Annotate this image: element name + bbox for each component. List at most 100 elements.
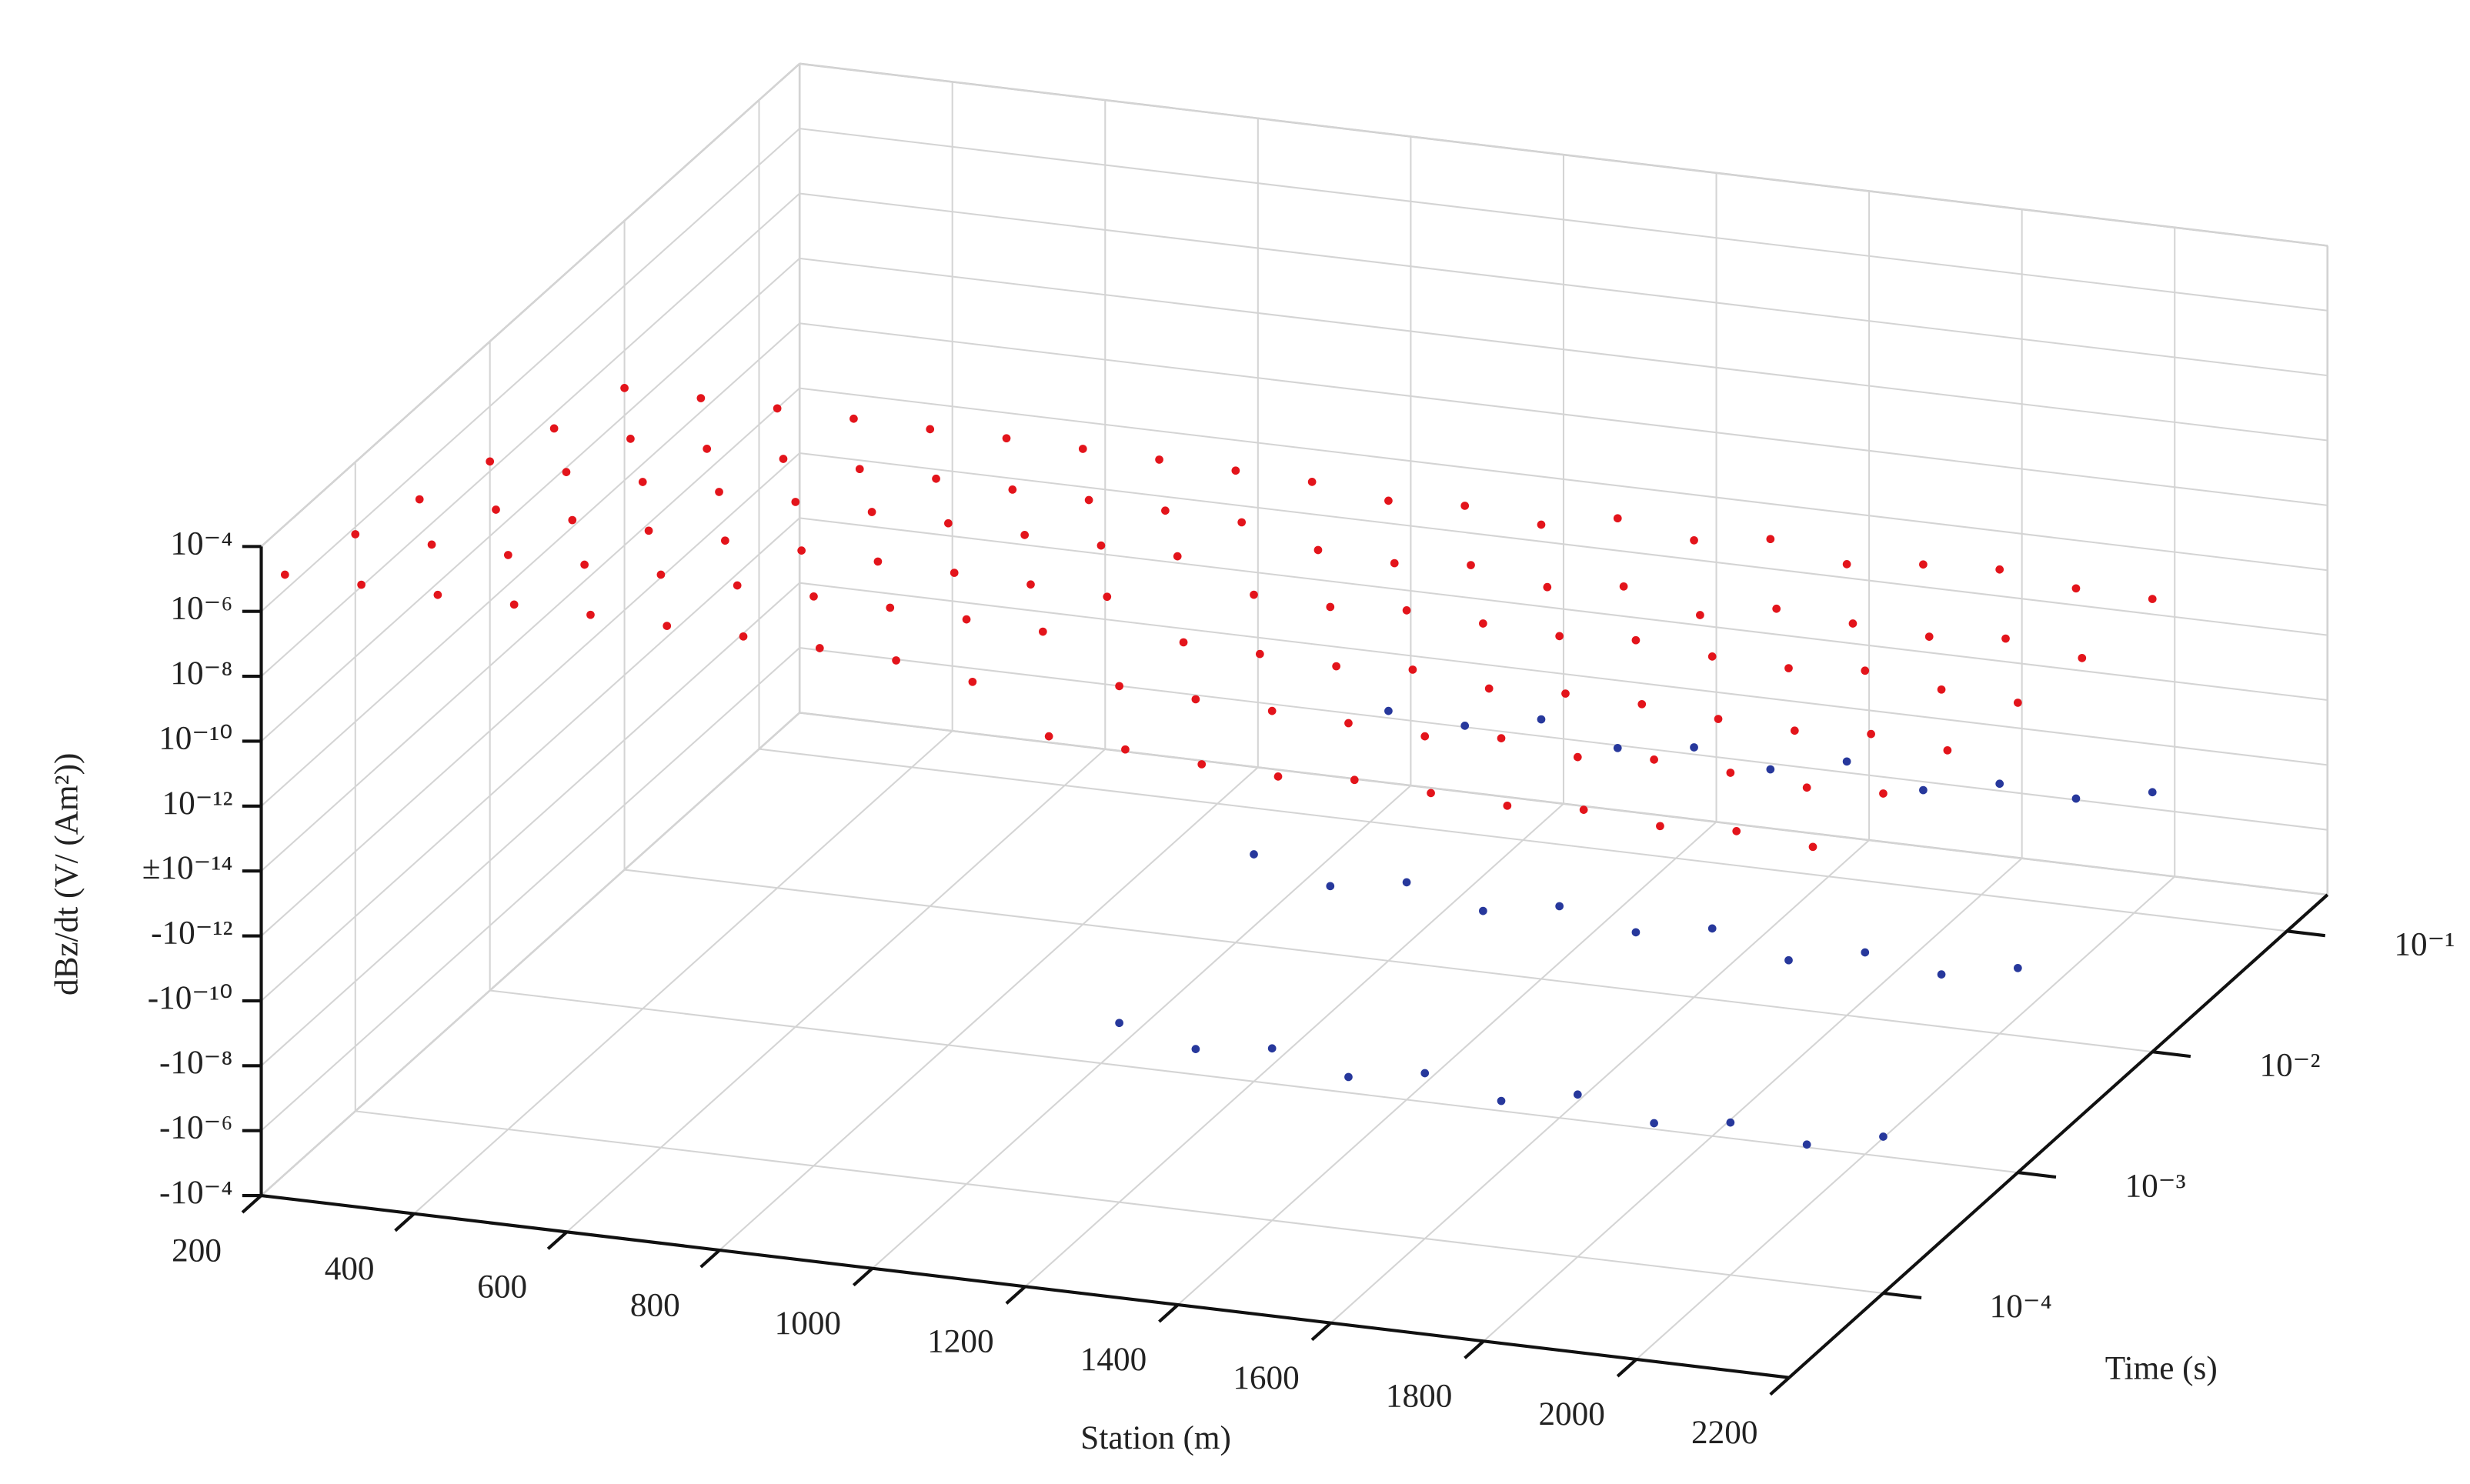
data-point — [1937, 970, 1946, 979]
data-point — [779, 455, 788, 463]
data-point — [1197, 760, 1207, 769]
data-point — [1543, 582, 1552, 592]
grid-line — [624, 869, 2153, 1053]
data-point — [1350, 775, 1359, 785]
data-point — [1861, 666, 1870, 675]
grid-line — [799, 62, 2328, 247]
data-point — [1038, 627, 1047, 636]
data-point — [1008, 485, 1017, 494]
grid-line — [1177, 821, 1717, 1306]
data-point — [1637, 699, 1647, 709]
data-point — [950, 569, 959, 577]
t-tick-label: 10⁻³ — [2125, 1167, 2186, 1204]
x-tick-label: 1200 — [927, 1323, 993, 1360]
grid-line — [799, 712, 2328, 896]
data-point — [427, 540, 436, 549]
data-point — [1408, 665, 1417, 674]
t-tick — [2152, 1050, 2191, 1059]
data-point — [1696, 611, 1704, 619]
data-point — [1460, 722, 1470, 730]
data-point — [1848, 619, 1858, 628]
data-point — [1784, 955, 1793, 965]
x-tick-label: 800 — [630, 1286, 680, 1323]
data-point — [638, 478, 647, 486]
data-point — [855, 465, 864, 474]
data-point — [1231, 466, 1240, 475]
data-point — [1096, 541, 1106, 550]
data-point — [1937, 685, 1946, 694]
data-point — [1103, 592, 1112, 602]
grid-line — [799, 582, 2328, 766]
z-tick-label: -10⁻⁸ — [159, 1044, 232, 1081]
data-point — [357, 580, 365, 589]
data-point — [1537, 715, 1546, 724]
data-point — [1402, 606, 1411, 615]
t-axis — [1787, 893, 2329, 1379]
grid-line — [799, 452, 2328, 636]
data-point — [1460, 502, 1470, 510]
data-point — [2071, 584, 2081, 593]
grid-line — [1635, 875, 2175, 1360]
data-point — [1726, 1118, 1735, 1127]
data-point — [1707, 924, 1717, 933]
data-point — [1402, 878, 1411, 887]
grid-line — [260, 192, 800, 677]
t-tick — [2018, 1171, 2057, 1179]
grid-line — [260, 63, 800, 548]
grid-line — [799, 387, 2328, 572]
data-point — [1537, 520, 1546, 529]
z-tick-label: 10⁻⁶ — [170, 590, 232, 627]
x-tick — [1310, 1322, 1332, 1342]
z-axis-title: dBz/dt (V/ (Am²)) — [48, 753, 85, 995]
x-tick — [1616, 1358, 1637, 1378]
x-tick — [1769, 1376, 1791, 1396]
x-tick-label: 600 — [477, 1269, 527, 1306]
data-point — [1808, 842, 1817, 852]
t-tick-label: 10⁻⁴ — [1990, 1288, 2052, 1325]
data-point — [1772, 604, 1781, 613]
z-tick-label: 10⁻¹⁰ — [159, 719, 232, 756]
data-point — [1943, 745, 1952, 755]
x-tick-label: 1800 — [1386, 1378, 1452, 1415]
data-point — [815, 644, 824, 652]
data-point — [415, 495, 424, 504]
data-point — [568, 515, 577, 525]
z-tick-label: -10⁻⁶ — [159, 1109, 232, 1146]
data-point — [620, 384, 629, 392]
data-point — [1191, 1045, 1200, 1053]
data-point — [1179, 638, 1188, 647]
data-point — [1726, 769, 1735, 777]
data-point — [1267, 1044, 1277, 1053]
z-tick-label: -10⁻⁴ — [159, 1174, 232, 1211]
data-point — [1650, 1119, 1658, 1128]
data-point — [1766, 765, 1775, 774]
data-point — [1579, 805, 1588, 814]
grid-line — [719, 766, 1259, 1251]
data-point — [2071, 794, 2081, 803]
data-point — [2078, 653, 2087, 662]
data-point — [1344, 1072, 1353, 1082]
data-point — [809, 592, 818, 601]
data-point — [849, 414, 858, 423]
grid-line — [1483, 857, 2023, 1342]
data-point — [1484, 684, 1494, 693]
x-tick — [394, 1212, 416, 1232]
data-point — [1919, 785, 1928, 795]
grid-line — [260, 258, 800, 742]
data-point — [968, 677, 977, 686]
data-point — [1467, 561, 1475, 569]
data-point — [1714, 715, 1723, 723]
data-point — [1732, 827, 1741, 835]
data-point — [433, 590, 442, 599]
data-point — [1555, 632, 1564, 641]
data-point — [1420, 732, 1430, 741]
data-point — [663, 622, 672, 630]
data-point — [580, 560, 589, 569]
x-tick — [1464, 1339, 1485, 1359]
data-point — [1766, 535, 1775, 544]
data-point — [1784, 664, 1793, 672]
x-tick — [699, 1249, 721, 1269]
grid-line — [799, 257, 2328, 442]
